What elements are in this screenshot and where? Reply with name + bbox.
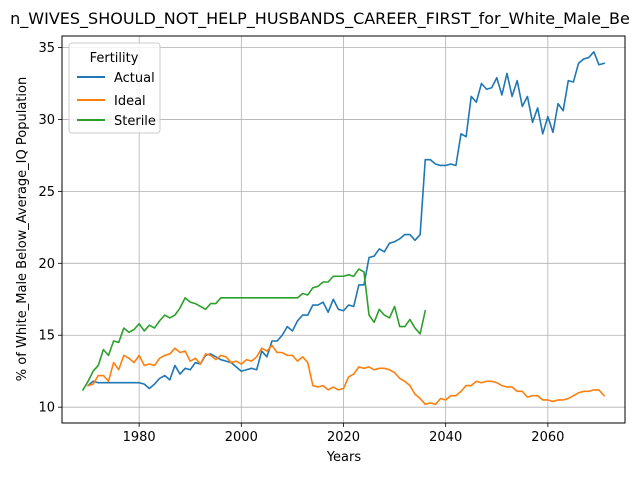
series-line-ideal bbox=[87, 344, 606, 406]
legend-label-sterile: Sterile bbox=[114, 114, 156, 129]
legend-box bbox=[68, 42, 161, 134]
x-axis-label: Years bbox=[326, 450, 362, 465]
y-tick-label: 10 bbox=[38, 401, 55, 416]
series-line-sterile bbox=[81, 268, 427, 392]
y-tick-label: 15 bbox=[38, 329, 55, 344]
chart-title: n_WIVES_SHOULD_NOT_HELP_HUSBANDS_CAREER_… bbox=[10, 9, 630, 29]
x-tick-label: 2000 bbox=[225, 430, 258, 445]
series-layer bbox=[81, 51, 606, 406]
legend-title: Fertility bbox=[90, 51, 139, 66]
x-tick-label: 2040 bbox=[429, 430, 462, 445]
legend: Fertility Actual Ideal Sterile bbox=[68, 42, 161, 134]
series-line-actual bbox=[86, 51, 606, 390]
y-tick-label: 35 bbox=[38, 41, 55, 56]
x-tick-label: 2060 bbox=[531, 430, 564, 445]
y-tick-label: 20 bbox=[38, 257, 55, 272]
y-tick-label: 25 bbox=[38, 185, 55, 200]
legend-label-actual: Actual bbox=[114, 71, 155, 86]
legend-label-ideal: Ideal bbox=[114, 94, 146, 109]
x-tick-label: 1980 bbox=[123, 430, 156, 445]
axis-ticks: 1980 2000 2020 2040 2060 10 15 20 25 30 35 bbox=[38, 41, 564, 445]
x-tick-label: 2020 bbox=[327, 430, 360, 445]
y-axis-label: % of White_Male Below_Average_IQ Populat… bbox=[15, 77, 30, 381]
y-tick-label: 30 bbox=[38, 113, 55, 128]
